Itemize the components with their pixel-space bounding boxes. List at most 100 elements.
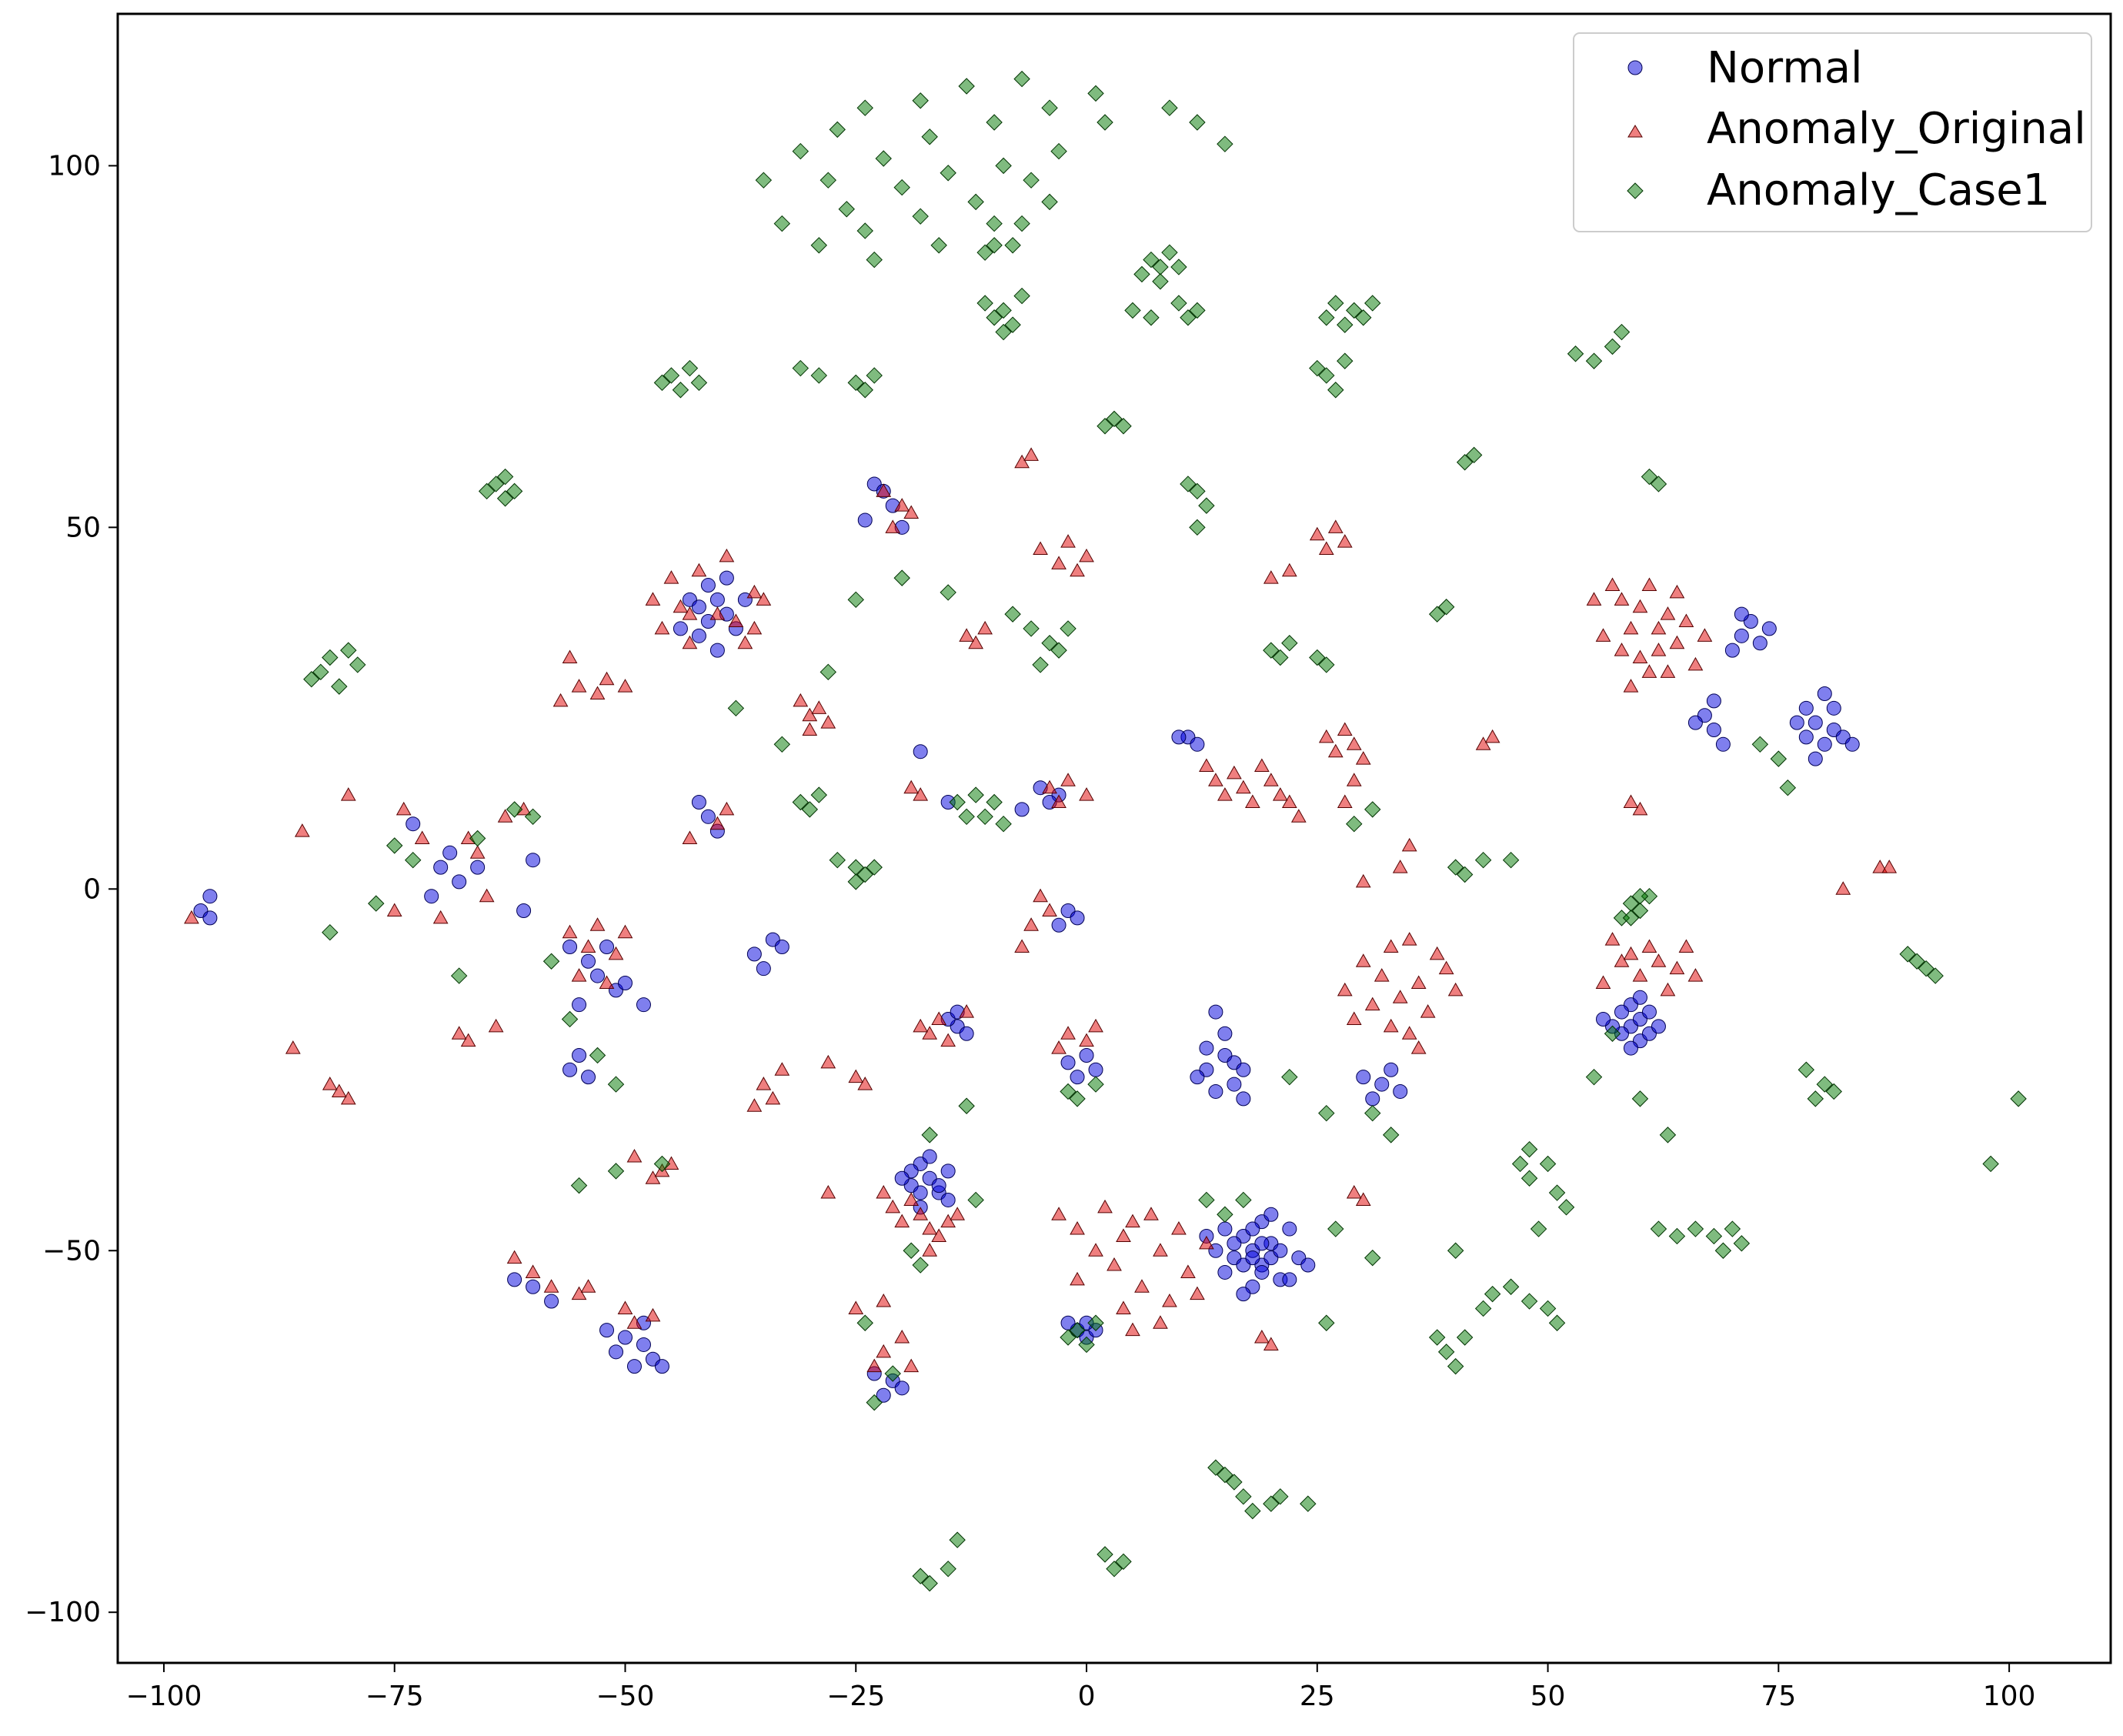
anomaly-case1-point xyxy=(1318,367,1335,384)
normal-point xyxy=(1844,736,1860,752)
anomaly-case1-point xyxy=(810,367,828,384)
anomaly-case1-point xyxy=(976,295,993,312)
anomaly-case1-point xyxy=(1428,1329,1446,1346)
anomaly-case1-point xyxy=(976,808,993,826)
anomaly-case1-point xyxy=(1548,1314,1566,1331)
anomaly-original-point xyxy=(1374,968,1390,982)
anomaly-original-point xyxy=(645,592,661,606)
normal-point xyxy=(626,1359,642,1374)
anomaly-original-point xyxy=(1245,794,1260,809)
anomaly-case1-point xyxy=(1263,642,1280,659)
anomaly-case1-point xyxy=(404,851,422,869)
anomaly-case1-point xyxy=(1502,1278,1520,1295)
anomaly-original-point xyxy=(913,1207,929,1220)
anomaly-case1-point xyxy=(1004,606,1021,623)
normal-point xyxy=(1752,636,1767,651)
anomaly-case1-point xyxy=(1023,172,1040,189)
anomaly-original-point xyxy=(1309,526,1325,541)
normal-point xyxy=(691,795,706,810)
anomaly-original-point xyxy=(1236,780,1251,794)
legend-marker-normal xyxy=(1627,60,1643,75)
anomaly-original-point xyxy=(959,1004,975,1018)
normal-point xyxy=(1300,1257,1316,1273)
anomaly-case1-point xyxy=(958,1097,975,1114)
anomaly-original-point xyxy=(1060,1026,1076,1040)
anomaly-original-point xyxy=(1364,997,1380,1011)
anomaly-original-point xyxy=(1143,1207,1159,1220)
anomaly-case1-point xyxy=(1364,801,1381,818)
series-anomaly-original xyxy=(184,447,1898,1373)
anomaly-original-point xyxy=(894,1330,910,1344)
anomaly-case1-point xyxy=(893,569,910,586)
anomaly-original-point xyxy=(857,1077,873,1090)
anomaly-case1-point xyxy=(1604,338,1621,356)
anomaly-original-point xyxy=(1595,628,1611,642)
anomaly-case1-point xyxy=(856,382,873,399)
anomaly-case1-point xyxy=(986,309,1003,326)
anomaly-original-point xyxy=(1042,903,1057,916)
anomaly-case1-point xyxy=(1115,1553,1132,1571)
anomaly-original-point xyxy=(1641,577,1657,592)
normal-point xyxy=(516,903,532,918)
anomaly-case1-point xyxy=(1465,446,1483,464)
anomaly-original-point xyxy=(922,1026,938,1040)
legend: Normal Anomaly_Original Anomaly_Case1 xyxy=(1573,32,2092,232)
anomaly-case1-point xyxy=(921,1127,938,1143)
normal-point xyxy=(1651,1019,1666,1034)
normal-point xyxy=(599,939,615,954)
normal-point xyxy=(1356,1070,1371,1085)
anomaly-original-point xyxy=(1337,534,1353,548)
anomaly-case1-point xyxy=(1474,1300,1492,1317)
anomaly-case1-point xyxy=(1097,418,1113,435)
anomaly-original-point xyxy=(959,628,975,642)
anomaly-case1-point xyxy=(1189,519,1206,536)
normal-point xyxy=(673,621,688,636)
anomaly-case1-point xyxy=(1751,736,1769,753)
anomaly-case1-point xyxy=(1364,1249,1381,1267)
normal-point xyxy=(719,570,734,586)
anomaly-original-point xyxy=(737,635,753,649)
normal-point xyxy=(1199,1040,1214,1056)
anomaly-original-point xyxy=(1346,1185,1362,1199)
anomaly-case1-point xyxy=(986,237,1003,254)
anomaly-original-point xyxy=(774,1062,790,1076)
anomaly-original-point xyxy=(1678,613,1694,628)
anomaly-case1-point xyxy=(773,736,791,753)
normal-point xyxy=(1817,686,1832,702)
anomaly-original-point xyxy=(1337,722,1353,736)
anomaly-original-point xyxy=(589,686,606,700)
anomaly-case1-point xyxy=(930,237,947,254)
anomaly-case1-point xyxy=(1170,259,1187,275)
normal-point xyxy=(1208,1004,1223,1020)
anomaly-case1-point xyxy=(1189,302,1206,319)
anomaly-case1-point xyxy=(1281,1068,1298,1086)
anomaly-original-point xyxy=(903,505,920,519)
anomaly-original-point xyxy=(876,1294,892,1307)
anomaly-original-point xyxy=(322,1077,338,1090)
anomaly-original-point xyxy=(1107,1257,1122,1271)
anomaly-original-point xyxy=(1079,787,1094,801)
normal-point xyxy=(1236,1062,1251,1077)
anomaly-case1-point xyxy=(1041,193,1058,211)
anomaly-original-point xyxy=(571,1286,587,1300)
normal-point xyxy=(424,889,439,904)
anomaly-case1-point xyxy=(1272,1488,1289,1505)
anomaly-case1-point xyxy=(1668,1227,1686,1245)
anomaly-original-point xyxy=(1355,953,1371,967)
normal-point xyxy=(526,853,541,868)
y-axis: 100 50 0 −50 −100 xyxy=(25,150,118,1628)
normal-point xyxy=(1623,1040,1638,1056)
anomaly-case1-point xyxy=(322,649,339,666)
anomaly-case1-point xyxy=(1207,1459,1224,1476)
anomaly-original-point xyxy=(903,1358,920,1373)
anomaly-case1-point xyxy=(1133,265,1150,283)
anomaly-case1-point xyxy=(1364,1104,1381,1122)
normal-point xyxy=(1817,736,1832,752)
normal-point xyxy=(654,1359,669,1374)
anomaly-original-point xyxy=(1651,643,1667,656)
anomaly-case1-point xyxy=(1041,635,1058,652)
anomaly-original-point xyxy=(709,816,726,830)
anomaly-case1-point xyxy=(1604,1025,1621,1042)
anomaly-case1-point xyxy=(986,114,1003,131)
